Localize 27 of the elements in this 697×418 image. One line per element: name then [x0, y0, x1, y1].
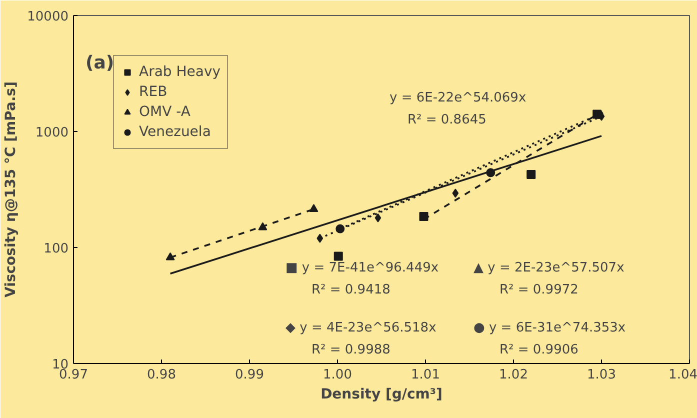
annotation: R² = 0.9972 — [500, 282, 578, 298]
y-tick-label: 10000 — [27, 10, 69, 24]
legend-label: OMV -A — [139, 104, 190, 120]
y-tick-label: 100 — [44, 242, 69, 256]
legend-label: Venezuela — [139, 124, 211, 140]
annotation: ● y = 6E-31e^74.353x — [474, 320, 626, 336]
y-tick-label: 1000 — [35, 126, 69, 140]
y-axis-title: Viscosity η@135 °C [mPa.s] — [3, 81, 20, 298]
annotation: R² = 0.9988 — [312, 342, 390, 358]
x-axis-title: Density [g/cm³] — [320, 386, 442, 402]
x-tick-label: 1.02 — [499, 368, 528, 382]
x-tick-label: 1.04 — [668, 368, 697, 382]
x-tick-label: 0.98 — [147, 368, 176, 382]
text: (a) — [86, 52, 114, 74]
annotation: y = 6E-22e^54.069x — [390, 90, 526, 106]
annotation: R² = 0.9906 — [500, 342, 578, 358]
legend-label: Arab Heavy — [139, 64, 221, 80]
legend-label: REB — [139, 84, 168, 100]
annotation: R² = 0.8645 — [408, 112, 486, 128]
x-tick-label: 0.99 — [235, 368, 264, 382]
annotation: ■ y = 7E-41e^96.449x — [286, 260, 439, 276]
x-tick-label: 1.03 — [587, 368, 616, 382]
x-tick-label: 1.01 — [411, 368, 440, 382]
x-tick-label: 1.00 — [323, 368, 352, 382]
annotation: R² = 0.9418 — [312, 282, 390, 298]
annotation: ▲ y = 2E-23e^57.507x — [474, 260, 625, 276]
annotation: ◆ y = 4E-23e^56.518x — [286, 320, 437, 336]
